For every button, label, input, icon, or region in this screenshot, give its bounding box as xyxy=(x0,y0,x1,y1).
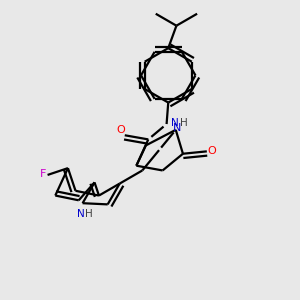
Text: N: N xyxy=(172,123,181,133)
Text: H: H xyxy=(180,118,188,128)
Text: O: O xyxy=(116,124,125,135)
Text: F: F xyxy=(40,169,46,179)
Text: N: N xyxy=(77,209,85,219)
Text: O: O xyxy=(207,146,216,156)
Text: H: H xyxy=(85,208,92,218)
Text: N: N xyxy=(171,118,178,128)
